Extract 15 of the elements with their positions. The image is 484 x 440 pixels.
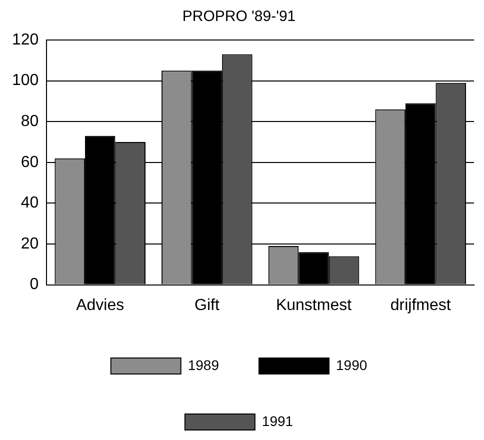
y-tick-label: 20 [20, 235, 39, 252]
legend-label: 1990 [336, 356, 368, 373]
y-tick-label: 60 [20, 154, 39, 171]
chart-title: PROPRO '89-'91 [182, 8, 296, 26]
y-tick-label: 40 [20, 194, 39, 212]
y-tick-label: 80 [20, 113, 39, 130]
y-tick-label: 120 [12, 31, 39, 48]
legend-label: 1989 [188, 356, 220, 373]
y-tick-label: 100 [12, 72, 39, 90]
y-tick-label: 0 [30, 276, 39, 294]
x-tick-label: Gift [194, 296, 220, 314]
x-tick-label: Kunstmest [276, 296, 352, 314]
x-tick-label: drijfmest [390, 296, 452, 314]
legend-label: 1991 [262, 412, 294, 429]
x-tick-label: Advies [76, 296, 124, 314]
